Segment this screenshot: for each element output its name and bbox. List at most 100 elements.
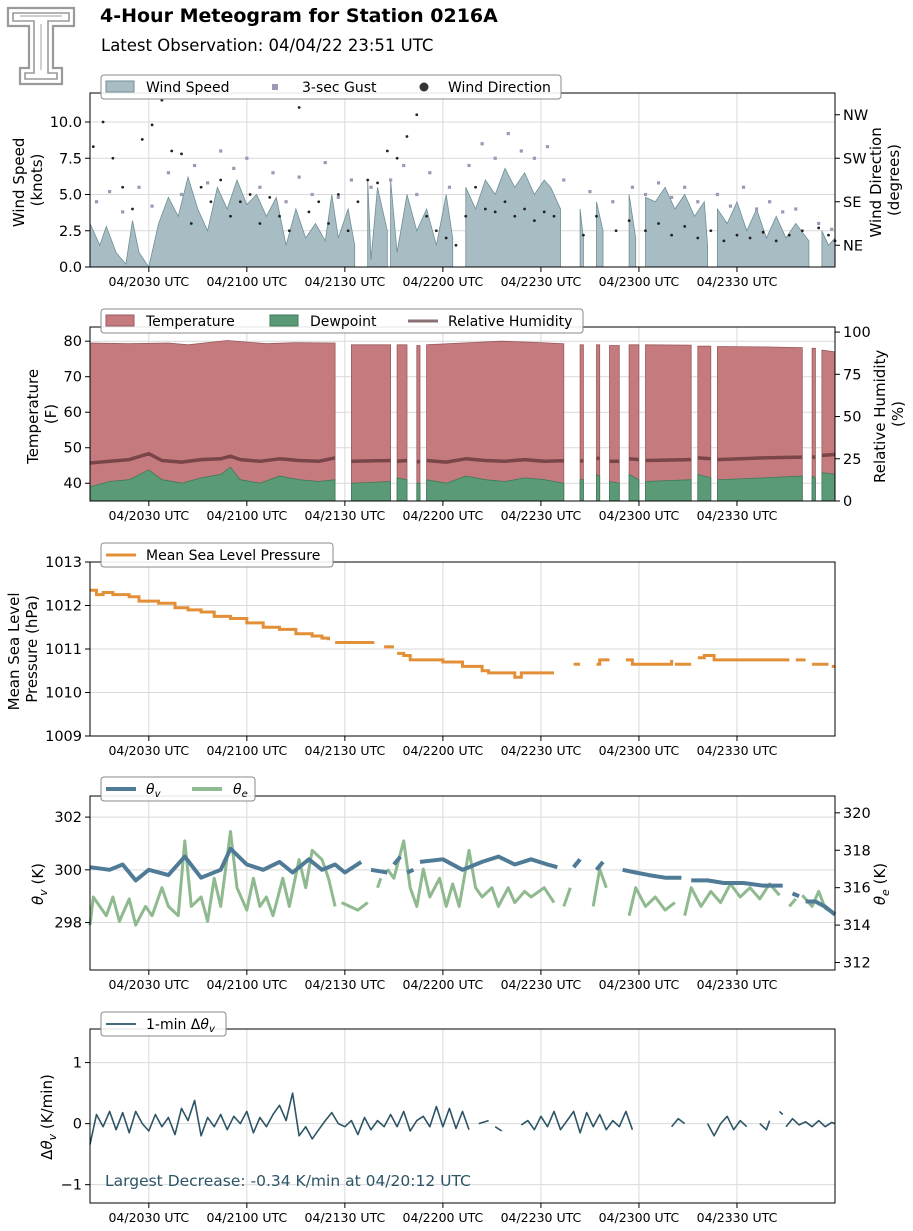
relative-humidity-segment (416, 459, 421, 464)
x-tick-label: 04/2130 UTC (305, 977, 386, 992)
y-tick-label: 302 (54, 810, 82, 826)
gust-marker (166, 171, 171, 175)
gust-marker (121, 210, 125, 214)
wind-direction-marker (307, 210, 311, 214)
latest-observation-label: Latest Observation: 04/04/22 23:51 UTC (101, 36, 434, 55)
dewpoint-area-segment (426, 475, 565, 502)
legend-temperature-swatch (105, 314, 135, 327)
wind-direction-marker (709, 229, 713, 233)
meteogram-header: 4-Hour Meteogram for Station 0216A Lates… (0, 0, 913, 90)
x-tick-label: 04/2330 UTC (697, 274, 778, 289)
theta-e-segment (788, 897, 797, 908)
pressure-x-ticks: 04/2030 UTC 04/2100 UTC 04/2130 UTC 04/2200… (108, 736, 778, 758)
gust-markers (94, 132, 834, 231)
x-tick-label: 04/2100 UTC (206, 743, 287, 758)
wind-direction-marker (425, 214, 428, 218)
gust-marker (519, 149, 523, 153)
legend-dewpoint-swatch (269, 314, 299, 327)
gust-marker (545, 145, 550, 149)
x-tick-label: 04/2200 UTC (403, 508, 484, 523)
pressure-line-segment (625, 658, 674, 666)
y-tick-label: 1 (73, 1056, 82, 1072)
gust-marker (611, 200, 615, 204)
theta-e-segment (386, 839, 556, 908)
relative-humidity-segment (89, 451, 336, 465)
y-tick-label: −1 (61, 1178, 82, 1194)
dtheta-segment (478, 1119, 489, 1125)
wind-speed-area-segment (645, 186, 708, 268)
relative-humidity-segment (697, 456, 711, 461)
gust-marker (108, 190, 112, 194)
wind-direction-marker (219, 178, 223, 182)
wind-speed-area (89, 167, 836, 268)
x-tick-label: 04/2200 UTC (403, 743, 484, 758)
y-tick-label: 300 (54, 863, 82, 879)
dewpoint-area-segment (697, 473, 712, 502)
theta-e-segment (627, 886, 676, 917)
wind-x-ticks: 04/2030 UTC 04/2100 UTC 04/2130 UTC 04/2200… (108, 267, 778, 289)
y-tick-label: 10.0 (50, 115, 82, 131)
gust-marker (506, 132, 510, 136)
theta-legend: θv θe (100, 776, 256, 802)
wind-direction-marker (454, 243, 458, 247)
legend-wind-speed-swatch (105, 80, 135, 93)
x-tick-label: 04/2100 UTC (206, 508, 287, 523)
theta-v-segment (572, 858, 582, 869)
pressure-legend: Mean Sea Level Pressure (100, 542, 334, 568)
gust-marker (830, 227, 834, 231)
theta-v-segment (89, 846, 363, 883)
wind-direction-marker (268, 196, 272, 199)
temperature-area-segment (351, 344, 391, 502)
theta-v-segment (805, 899, 837, 917)
y-tick-label: 0.0 (59, 260, 82, 276)
gust-marker (284, 200, 288, 204)
gust-marker (415, 192, 419, 197)
relative-humidity-segment (596, 456, 601, 461)
wind-direction-marker (150, 123, 154, 127)
humidity-y2-axis-label: Relative Humidity (%) (871, 345, 907, 483)
gust-marker (245, 156, 249, 160)
gust-marker (768, 200, 772, 204)
wind-direction-marker (111, 156, 115, 160)
legend-wind-speed-label: Wind Speed (146, 80, 230, 96)
gust-marker (369, 185, 373, 189)
wind-direction-marker (170, 149, 174, 153)
wind-direction-marker (376, 181, 379, 185)
y2-tick-label: 316 (843, 881, 871, 897)
legend-temperature-label: Temperature (145, 314, 235, 330)
pressure-line-segment (697, 654, 790, 662)
gust-marker (258, 185, 262, 189)
pressure-gridlines (90, 561, 835, 737)
x-tick-label: 04/2300 UTC (599, 1210, 680, 1225)
gust-marker (137, 185, 141, 189)
gust-marker (349, 178, 354, 182)
theta-v-axis-label: θv (K) (29, 863, 50, 905)
wind-direction-marker (415, 113, 419, 117)
legend-dewpoint-label: Dewpoint (310, 314, 377, 330)
dtheta-segment (778, 1110, 784, 1116)
temperature-area-segment (609, 345, 620, 502)
wind-speed-area-segment (89, 175, 356, 268)
dtheta-segment (670, 1117, 686, 1128)
wind-speed-area-segment (465, 167, 561, 268)
university-logo (6, 6, 76, 86)
y-tick-label: 0 (73, 1117, 82, 1133)
gust-marker (588, 190, 592, 194)
x-tick-label: 04/2030 UTC (108, 977, 189, 992)
wind-direction-marker (787, 233, 791, 237)
gust-marker (467, 163, 471, 168)
theta-e-segment (683, 882, 781, 917)
x-tick-label: 04/2130 UTC (305, 274, 386, 289)
gust-marker (630, 185, 635, 189)
gust-marker (532, 156, 536, 160)
x-tick-label: 04/2300 UTC (599, 743, 680, 758)
theta-v-segment (622, 867, 682, 880)
dtheta-legend: 1-min Δθv (100, 1011, 227, 1037)
gust-marker (179, 192, 184, 197)
wind-direction-marker (405, 135, 409, 138)
x-tick-label: 04/2130 UTC (305, 1210, 386, 1225)
wind-speed-area-segment (596, 201, 604, 268)
gust-marker (754, 207, 759, 211)
gust-marker (562, 178, 566, 182)
